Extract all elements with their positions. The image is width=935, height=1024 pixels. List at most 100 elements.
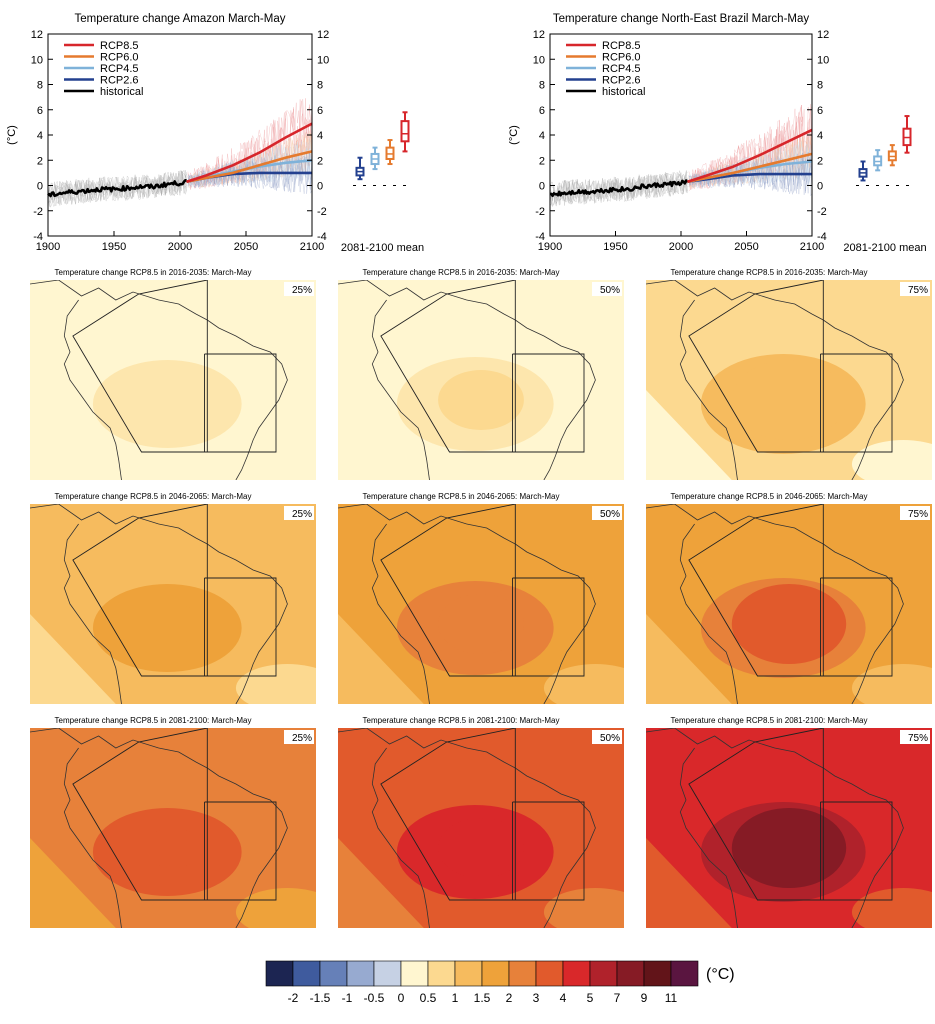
map-patch-cooler — [543, 888, 624, 928]
y-tick-label: 10 — [31, 54, 43, 66]
y-tick-label: -4 — [535, 231, 545, 243]
amazon-region-outline — [380, 280, 516, 453]
percentile-label-bg — [284, 730, 314, 744]
boxplot-RCP4.5 — [370, 146, 380, 171]
ensemble-member-RCP4.5 — [688, 141, 813, 187]
coastline — [338, 504, 596, 704]
coastline-west — [371, 747, 430, 928]
y-tick-label: 8 — [539, 80, 545, 92]
y-tick-label: 6 — [539, 105, 545, 117]
y-tick-label: 6 — [37, 105, 43, 117]
colorbar-tick-label: 1.5 — [474, 991, 491, 1005]
coastline — [338, 280, 596, 480]
colorbar-unit: (°C) — [706, 966, 735, 983]
map-panel-1-3: Temperature change RCP8.5 in 2016-2035: … — [646, 268, 932, 480]
colorbar-tick-label: 7 — [614, 991, 621, 1005]
y-tick-label: 0 — [37, 181, 43, 193]
map-title: Temperature change RCP8.5 in 2016-2035: … — [363, 268, 560, 277]
northeast-brazil-box — [820, 577, 893, 677]
map-panel-2-1: Temperature change RCP8.5 in 2046-2065: … — [30, 492, 316, 704]
percentile-label-bg — [592, 730, 622, 744]
colorbar-swatch — [265, 960, 294, 987]
series-line-historical — [47, 179, 187, 198]
map-field — [30, 280, 316, 480]
northeast-brazil-box — [512, 353, 585, 453]
colorbar-tick-label: 5 — [587, 991, 594, 1005]
legend-label: RCP2.6 — [602, 75, 641, 87]
map-title: Temperature change RCP8.5 in 2016-2035: … — [671, 268, 868, 277]
map-patch-cooler — [646, 838, 732, 928]
x-tick-label: 1950 — [603, 241, 627, 253]
map-patch-cooler — [235, 664, 316, 704]
percentile-label-bg — [592, 506, 622, 520]
colorbar-tick-label: 0 — [398, 991, 405, 1005]
map-field — [30, 728, 316, 928]
map-panel-3-1: Temperature change RCP8.5 in 2081-2100: … — [30, 716, 316, 928]
legend-label: RCP8.5 — [100, 40, 139, 52]
colorbar-swatch — [481, 960, 510, 987]
coastline-west — [63, 747, 122, 928]
y-tick-label: 2 — [539, 155, 545, 167]
timeseries-panel-1: Temperature change Amazon March-May -4 -4 -… — [6, 13, 424, 254]
ensemble-member-RCP8.5 — [688, 106, 813, 190]
y-tick-label: 0 — [539, 181, 545, 193]
y-tick-label: 10 — [533, 54, 545, 66]
legend-label: RCP2.6 — [100, 75, 139, 87]
x-tick-label: 2100 — [800, 241, 824, 253]
percentile-label-bg — [284, 282, 314, 296]
coastline-west — [679, 747, 738, 928]
ensemble-member-RCP4.5 — [187, 144, 313, 188]
boxplot-RCP8.5 — [902, 115, 912, 154]
coastline-west — [679, 523, 738, 704]
x-tick-label: 2050 — [234, 241, 258, 253]
map-patch-warmest — [144, 604, 202, 644]
percentile-label-bg — [900, 506, 930, 520]
ensemble-member-RCP8.5 — [688, 106, 813, 192]
map-patch-cooler — [30, 838, 116, 928]
coastline — [30, 280, 288, 480]
y-tick-label-right: 8 — [817, 80, 823, 92]
boxplot-RCP8.5 — [400, 111, 410, 153]
ensemble-member-RCP2.6 — [187, 151, 313, 194]
map-title: Temperature change RCP8.5 in 2081-2100: … — [671, 716, 868, 725]
y-tick-label-right: -2 — [817, 206, 827, 218]
colorbar-swatch — [670, 960, 699, 987]
map-patch-cooler — [646, 390, 732, 480]
legend-label: RCP8.5 — [602, 40, 641, 52]
series-line-RCP6.0 — [687, 152, 813, 183]
colorbar-swatch — [535, 960, 564, 987]
boxplot-RCP6.0 — [887, 144, 897, 167]
amazon-region-outline — [72, 504, 208, 677]
colorbar-tick-label: 3 — [533, 991, 540, 1005]
northeast-brazil-box — [820, 801, 893, 901]
boxplot-RCP6.0 — [385, 139, 395, 166]
map-panel-2-3: Temperature change RCP8.5 in 2046-2065: … — [646, 492, 932, 704]
northeast-brazil-box — [204, 801, 277, 901]
map-panel-3-2: Temperature change RCP8.5 in 2081-2100: … — [338, 716, 624, 928]
y-axis-label: (°C) — [508, 125, 520, 145]
legend-label: RCP6.0 — [602, 52, 641, 64]
percentile-label-bg — [592, 282, 622, 296]
map-title: Temperature change RCP8.5 in 2016-2035: … — [55, 268, 252, 277]
map-patch-cooler — [646, 614, 732, 704]
coastline-west — [679, 299, 738, 480]
colorbar-tick-label: -0.5 — [364, 991, 385, 1005]
y-tick-label-right: 6 — [317, 105, 323, 117]
map-field — [338, 728, 624, 928]
map-field — [338, 280, 624, 480]
map-patch-cooler — [30, 390, 116, 480]
timeseries-panel-2: Temperature change North-East Brazil Mar… — [508, 13, 927, 254]
map-field — [646, 504, 932, 704]
y-tick-label: 4 — [539, 130, 545, 142]
box-axis-label: 2081-2100 mean — [843, 242, 926, 254]
map-patch-warmest — [731, 584, 847, 664]
x-tick-label: 2050 — [734, 241, 758, 253]
map-field — [646, 728, 932, 928]
y-tick-label: 2 — [37, 155, 43, 167]
percentile-label: 75% — [908, 733, 928, 744]
ensemble-member-RCP4.5 — [688, 141, 813, 186]
map-patch-warmest — [438, 818, 524, 878]
northeast-brazil-box — [820, 353, 893, 453]
map-panel-2-2: Temperature change RCP8.5 in 2046-2065: … — [338, 492, 624, 704]
